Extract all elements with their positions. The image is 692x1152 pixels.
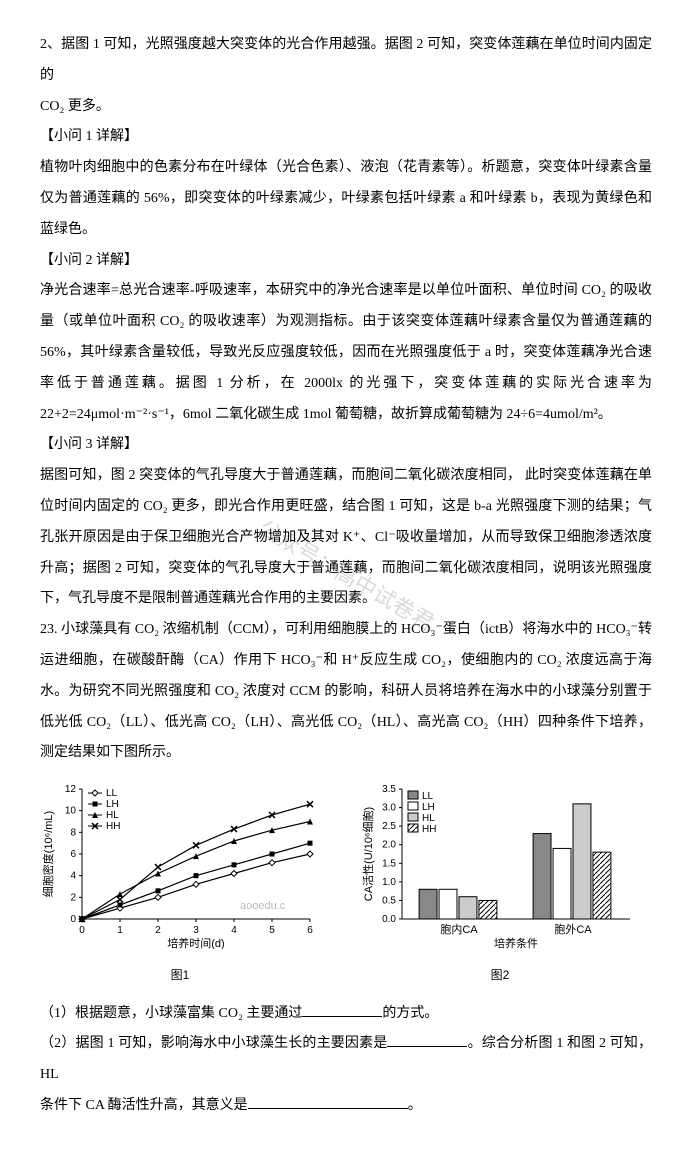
- svg-text:HH: HH: [106, 821, 120, 832]
- svg-text:培养时间(d): 培养时间(d): [167, 936, 224, 949]
- chart-1: 0246810120123456培养时间(d)细胞密度(10⁶/mL)LLLHH…: [40, 779, 320, 988]
- q2-text-a: （2）据图 1 可知，影响海水中小球藻生长的主要因素是: [40, 1036, 387, 1051]
- document-body: 公众号：高中试卷君 2、据图 1 可知，光照强度越大突变体的光合作用越强。据图 …: [40, 30, 652, 1122]
- svg-text:2.5: 2.5: [382, 821, 396, 832]
- para-sub2: 净光合速率=总光合速率-呼吸速率，本研究中的净光合速率是以单位叶面积、单位时间 …: [40, 276, 652, 430]
- svg-text:10: 10: [65, 806, 77, 817]
- svg-text:3.5: 3.5: [382, 784, 396, 795]
- svg-text:HL: HL: [422, 813, 435, 824]
- svg-text:HH: HH: [422, 824, 436, 835]
- svg-text:LL: LL: [422, 791, 434, 802]
- q1-text-a: （1）根据题意，小球藻富集 CO₂ 主要通过: [40, 1006, 302, 1021]
- watermark-small: aooedu.c: [240, 894, 285, 918]
- blank-2[interactable]: [387, 1032, 467, 1047]
- svg-text:CA活性(U/10⁶细胞): CA活性(U/10⁶细胞): [361, 807, 375, 901]
- svg-text:1.5: 1.5: [382, 858, 396, 869]
- svg-text:8: 8: [70, 827, 76, 838]
- svg-text:HL: HL: [106, 810, 119, 821]
- q2-text-d: 。: [408, 1098, 422, 1113]
- svg-text:12: 12: [65, 784, 77, 795]
- chart1-caption: 图1: [40, 962, 320, 988]
- svg-text:2: 2: [70, 892, 76, 903]
- svg-text:LL: LL: [106, 788, 118, 799]
- svg-text:LH: LH: [422, 802, 435, 813]
- charts-row: aooedu.c 0246810120123456培养时间(d)细胞密度(10⁶…: [40, 779, 652, 988]
- chart1-svg: 0246810120123456培养时间(d)细胞密度(10⁶/mL)LLLHH…: [40, 779, 320, 949]
- para-q23: 23. 小球藻具有 CO₂ 浓缩机制（CCM），可利用细胞膜上的 HCO₃⁻蛋白…: [40, 615, 652, 769]
- para-sub3: 据图可知，图 2 突变体的气孔导度大于普通莲藕，而胞间二氧化碳浓度相同， 此时突…: [40, 461, 652, 615]
- svg-text:5: 5: [269, 925, 275, 936]
- question-2: （2）据图 1 可知，影响海水中小球藻生长的主要因素是。综合分析图 1 和图 2…: [40, 1029, 652, 1091]
- question-1: （1）根据题意，小球藻富集 CO₂ 主要通过 的方式。: [40, 999, 652, 1030]
- svg-text:2.0: 2.0: [382, 840, 396, 851]
- blank-1[interactable]: [302, 1002, 382, 1017]
- q1-text-b: 的方式。: [382, 1006, 438, 1021]
- para-intro-1b: CO₂ 更多。: [40, 92, 652, 123]
- svg-text:4: 4: [70, 871, 76, 882]
- para-sub1: 植物叶肉细胞中的色素分布在叶绿体（光合色素）、液泡（花青素等）。析题意，突变体叶…: [40, 153, 652, 245]
- svg-text:细胞密度(10⁶/mL): 细胞密度(10⁶/mL): [41, 811, 55, 897]
- heading-sub1: 【小问 1 详解】: [40, 122, 652, 153]
- svg-text:3: 3: [193, 925, 199, 936]
- svg-text:0.5: 0.5: [382, 896, 396, 907]
- heading-sub3: 【小问 3 详解】: [40, 430, 652, 461]
- svg-text:6: 6: [70, 849, 76, 860]
- svg-text:胞内CA: 胞内CA: [440, 922, 478, 936]
- chart2-svg: 0.0 0.5 1.0 1.5 2.0 2.5 3.0 3.5 培养条件 CA活性(U/10⁶细胞…: [360, 779, 640, 949]
- para-intro-1: 2、据图 1 可知，光照强度越大突变体的光合作用越强。据图 2 可知，突变体莲藕…: [40, 30, 652, 92]
- heading-sub2: 【小问 2 详解】: [40, 246, 652, 277]
- svg-text:6: 6: [307, 925, 313, 936]
- svg-text:2: 2: [155, 925, 161, 936]
- question-2c: 条件下 CA 酶活性升高，其意义是 。: [40, 1091, 652, 1122]
- svg-text:3.0: 3.0: [382, 803, 396, 814]
- svg-text:0: 0: [79, 925, 85, 936]
- svg-text:1.0: 1.0: [382, 877, 396, 888]
- svg-text:培养条件: 培养条件: [494, 936, 538, 949]
- chart2-caption: 图2: [360, 962, 640, 988]
- svg-text:4: 4: [231, 925, 237, 936]
- svg-text:胞外CA: 胞外CA: [554, 923, 592, 936]
- svg-text:1: 1: [117, 925, 123, 936]
- q2-text-c: 条件下 CA 酶活性升高，其意义是: [40, 1098, 248, 1113]
- svg-text:0: 0: [70, 914, 76, 925]
- chart-2: 0.0 0.5 1.0 1.5 2.0 2.5 3.0 3.5 培养条件 CA活性(U/10⁶细胞…: [360, 779, 640, 988]
- svg-text:LH: LH: [106, 799, 119, 810]
- svg-text:0.0: 0.0: [382, 914, 396, 925]
- blank-3[interactable]: [248, 1094, 408, 1109]
